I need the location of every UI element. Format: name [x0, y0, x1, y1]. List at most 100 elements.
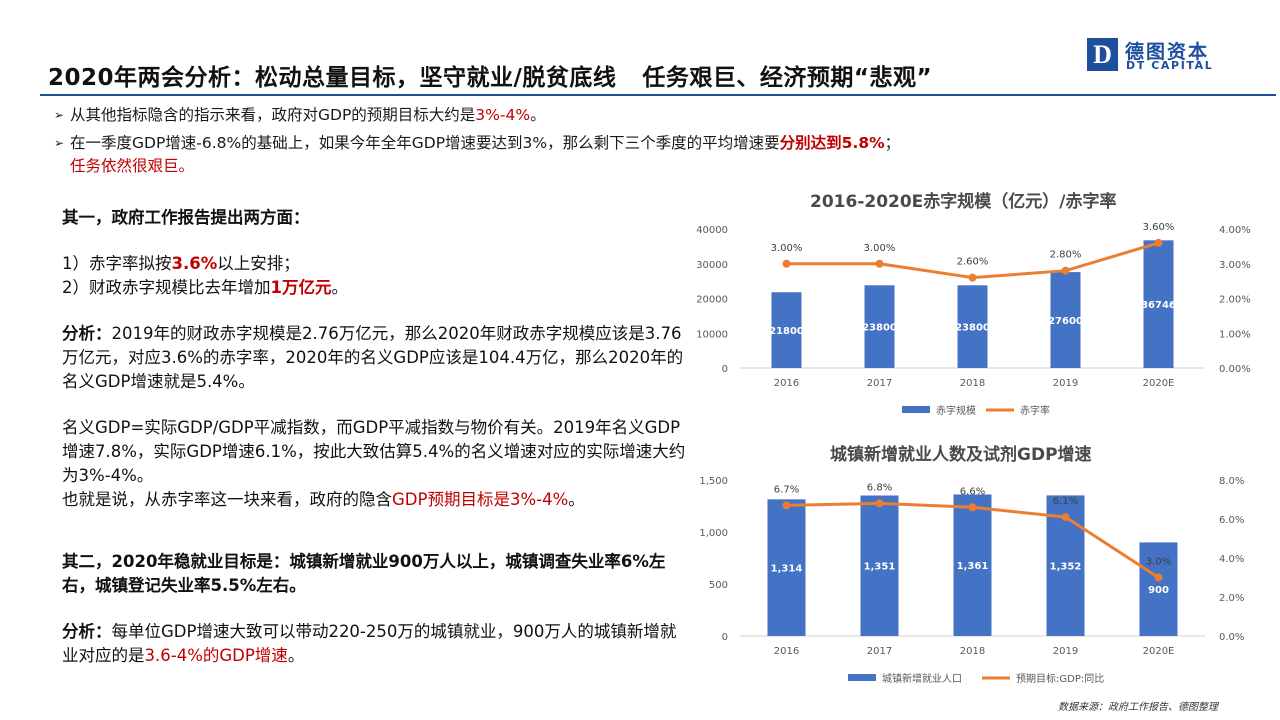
bar [1050, 272, 1081, 368]
conclusion-highlight: GDP预期目标是3%-4% [392, 490, 569, 509]
bullet-text: 在一季度GDP增速-6.8%的基础上，如果今年全年GDP增速要达到3%，那么剩下… [70, 134, 780, 152]
section-2-heading: 其二，2020年稳就业目标是：城镇新增就业900万人以上，城镇调查失业率6%左右… [62, 552, 666, 595]
bar [767, 499, 806, 636]
page-title: 2020年两会分析：松动总量目标，坚守就业/脱贫底线 任务艰巨、经济预期“悲观” [48, 58, 932, 92]
section-2-analysis: 分析：每单位GDP增速大致可以带动220-250万的城镇就业，900万人的城镇新… [62, 620, 692, 668]
line-value-label: 6.7% [774, 484, 799, 495]
company-logo: D 德图资本 DT CAPITAL [1087, 38, 1247, 74]
point-text: 以上安排； [217, 254, 300, 273]
x-tick-label: 2017 [867, 646, 892, 657]
bar [957, 285, 988, 368]
point-deficit-size: 2）财政赤字规模比去年增加1万亿元。 [62, 276, 692, 300]
bullet-highlight: 分别达到5.8% [779, 134, 885, 152]
page-title-main: 2020年两会分析：松动总量目标，坚守就业/脱贫底线 [48, 65, 617, 91]
x-tick-label: 2017 [867, 378, 892, 389]
x-tick-label: 2019 [1053, 378, 1078, 389]
point-text: 1）赤字率拟按 [62, 254, 172, 273]
x-tick-label: 2018 [960, 646, 985, 657]
y-right-tick-label: 6.0% [1219, 515, 1244, 526]
line-point [968, 273, 977, 282]
bullet-tail: ； [884, 134, 901, 152]
x-tick-label: 2020E [1143, 378, 1175, 389]
y-right-tick-label: 8.0% [1219, 476, 1244, 487]
bar-value-label: 27600 [1048, 316, 1083, 327]
data-source-note: 数据来源：政府工作报告、德图整理 [1058, 702, 1218, 713]
line-value-label: 3.0% [1146, 557, 1171, 568]
analysis-label: 分析： [62, 622, 112, 641]
bar-value-label: 23800 [862, 323, 897, 334]
bar-value-label: 1,352 [1050, 562, 1082, 573]
bar [953, 494, 992, 636]
analysis-text: 其一，政府工作报告提出两方面： 1）赤字率拟按3.6%以上安排； 2）财政赤字规… [62, 206, 692, 668]
y-right-tick-label: 3.00% [1219, 260, 1251, 271]
line-point [875, 499, 884, 508]
bar-value-label: 23800 [955, 323, 990, 334]
x-tick-label: 2020E [1143, 646, 1175, 657]
conclusion-tail: 。 [568, 490, 585, 509]
y-left-tick-label: 20000 [696, 295, 728, 306]
bar-value-label: 21800 [769, 326, 804, 337]
bar [771, 292, 802, 368]
point-text: 。 [331, 278, 348, 297]
line-value-label: 2.80% [1050, 250, 1082, 261]
y-right-tick-label: 4.00% [1219, 225, 1251, 236]
bullet-tail: 。 [530, 106, 546, 124]
line-value-label: 3.60% [1143, 222, 1175, 233]
section-1-points: 1）赤字率拟按3.6%以上安排； 2）财政赤字规模比去年增加1万亿元。 [62, 252, 692, 300]
header-divider [40, 94, 1276, 96]
y-right-tick-label: 2.0% [1219, 593, 1244, 604]
page-title-sub: 任务艰巨、经济预期“悲观” [642, 65, 933, 91]
legend-bar-label: 赤字规模 [936, 404, 976, 417]
paragraph-text: 名义GDP=实际GDP/GDP平减指数，而GDP平减指数与物价有关。2019年名… [62, 418, 686, 485]
x-tick-label: 2019 [1053, 646, 1078, 657]
legend-line-label: 赤字率 [1020, 404, 1050, 417]
line-value-label: 3.00% [864, 243, 896, 254]
bullet-highlight: 3%-4% [475, 106, 531, 124]
chart-1-title: 2016-2020E赤字规模（亿元）/赤字率 [810, 192, 1117, 212]
line-point [782, 501, 791, 510]
line-point [1061, 513, 1070, 522]
section-1-analysis: 分析：2019年的财政赤字规模是2.76万亿元，那么2020年财政赤字规模应该是… [62, 322, 692, 394]
line-point [1154, 573, 1163, 582]
line-value-label: 6.1% [1053, 496, 1078, 507]
analysis-body: 每单位GDP增速大致可以带动220-250万的城镇就业，900万人的城镇新增就业… [62, 622, 677, 665]
logo-chinese-name: 德图资本 [1125, 41, 1210, 63]
y-left-tick-label: 0 [722, 364, 728, 375]
y-left-tick-label: 0 [722, 632, 728, 643]
deficit-chart: 0 10000 20000 30000 40000 0.00% 1.00% 2.00% 3.00… [696, 222, 1251, 417]
line-point [1061, 266, 1070, 275]
section-1-paragraph-2: 名义GDP=实际GDP/GDP平减指数，而GDP平减指数与物价有关。2019年名… [62, 416, 692, 488]
bullet-line2: 任务依然很艰巨。 [70, 157, 195, 175]
line-point [875, 259, 884, 268]
analysis-body: 2019年的财政赤字规模是2.76万亿元，那么2020年财政赤字规模应该是3.7… [62, 324, 684, 391]
point-text: 2）财政赤字规模比去年增加 [62, 278, 271, 297]
bullet-text: 从其他指标隐含的指示来看，政府对GDP的预期目标大约是 [70, 106, 476, 124]
legend-line-label: 预期目标:GDP:同比 [1016, 673, 1104, 685]
point-highlight: 3.6% [171, 254, 218, 273]
analysis-tail: 。 [287, 646, 305, 665]
line-value-label: 6.8% [867, 482, 892, 493]
bullet-item: ➢ 在一季度GDP增速-6.8%的基础上，如果今年全年GDP增速要达到3%，那么剩… [54, 132, 1074, 178]
summary-bullets: ➢ 从其他指标隐含的指示来看，政府对GDP的预期目标大约是3%-4%。 ➢ 在一季度… [54, 104, 1074, 183]
x-tick-label: 2016 [774, 378, 799, 389]
legend-bar-swatch [902, 406, 930, 413]
logo-english-name: DT CAPITAL [1126, 59, 1214, 72]
arrow-bullet-icon: ➢ [54, 108, 65, 122]
analysis-highlight: 3.6-4%的GDP增速 [144, 646, 288, 665]
y-left-tick-label: 10000 [696, 329, 728, 340]
bullet-item: ➢ 从其他指标隐含的指示来看，政府对GDP的预期目标大约是3%-4%。 [54, 104, 1074, 127]
y-right-tick-label: 1.00% [1219, 329, 1251, 340]
bar [1139, 542, 1178, 636]
bar-value-label: 1,351 [864, 562, 896, 573]
line-value-label: 3.00% [771, 243, 803, 254]
bar [864, 285, 895, 368]
line-point [782, 259, 791, 268]
bar-value-label: 1,314 [771, 564, 803, 575]
y-right-tick-label: 2.00% [1219, 295, 1251, 306]
line-value-label: 2.60% [957, 257, 989, 268]
analysis-label: 分析： [62, 324, 112, 343]
logo-mark-icon: D [1087, 38, 1118, 71]
line-point [1154, 238, 1163, 247]
y-left-tick-label: 500 [709, 580, 728, 591]
point-deficit-rate: 1）赤字率拟按3.6%以上安排； [62, 252, 692, 276]
